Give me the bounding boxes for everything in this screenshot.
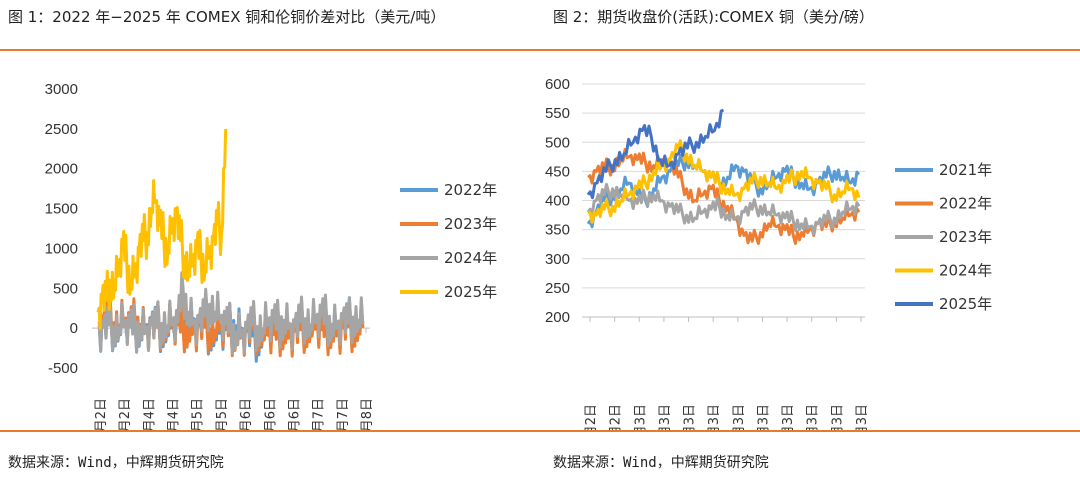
chart2-legend-label: 2022年 — [939, 195, 992, 213]
chart2-title: 图 2：期货收盘价(活跃):COMEX 铜（美分/磅） — [553, 8, 874, 26]
chart1-x-tick-label: 3月4日 — [142, 398, 157, 430]
chart2-x-tick-label: 8月3日 — [756, 404, 771, 430]
chart2-y-tick-label: 500 — [545, 134, 570, 151]
chart1-y-tick-label: 500 — [53, 280, 78, 297]
chart2-legend-label: 2025年 — [939, 295, 992, 313]
chart1-x-tick-label: 2月2日 — [118, 398, 133, 430]
chart2-x-tick-label: 1月2日 — [584, 404, 599, 430]
chart1-series-2024年 — [97, 271, 365, 355]
chart2-y-tick-label: 300 — [545, 251, 570, 268]
chart2-x-tick-label: 6月3日 — [707, 404, 722, 430]
chart1-legend-label: 2025年 — [444, 283, 497, 301]
chart2-y-tick-label: 550 — [545, 105, 570, 122]
chart2-comex-close: 600 550 500 450 400 350 300 250 200 1月2日 2月2日 3月3日 4… — [545, 76, 992, 430]
chart1-x-tick-label: 11月7日 — [336, 398, 351, 430]
chart2-y-tick-label: 350 — [545, 222, 570, 239]
chart1-title: 图 1：2022 年−2025 年 COMEX 铜和伦铜价差对比（美元/吨） — [8, 8, 446, 26]
chart2-x-tick-label: 5月3日 — [683, 404, 698, 430]
chart1-x-tick-label: 10月7日 — [312, 398, 327, 430]
chart2-series-2024年 — [587, 139, 861, 224]
chart1-x-tick-label: 6月5日 — [215, 398, 230, 430]
chart1-x-tick-label: 7月6日 — [239, 398, 254, 430]
chart2-y-tick-label: 600 — [545, 76, 570, 93]
chart1-legend-label: 2022年 — [444, 181, 497, 199]
chart2-y-tick-label: 450 — [545, 163, 570, 180]
chart2-legend-label: 2021年 — [939, 161, 992, 179]
chart1-x-tick-label: 4月4日 — [167, 398, 182, 430]
chart1-legend-label: 2024年 — [444, 249, 497, 267]
chart2-x-tick-label: 2月2日 — [609, 404, 624, 430]
chart1-x-tick-label: 1月2日 — [94, 398, 109, 430]
chart1-y-tick-label: -500 — [48, 360, 78, 377]
chart2-x-tick-label: 10月3日 — [806, 404, 821, 430]
chart1-x-tick-label: 8月6日 — [263, 398, 278, 430]
chart2-x-tick-label: 3月3日 — [633, 404, 648, 430]
chart2-y-tick-label: 400 — [545, 193, 570, 210]
chart1-y-tick-label: 1000 — [45, 240, 78, 257]
chart2-legend-label: 2023年 — [939, 228, 992, 246]
chart2-x-tick-label: 7月3日 — [732, 404, 747, 430]
chart1-y-tick-label: 2500 — [45, 121, 78, 138]
chart1-x-tick-label: 9月6日 — [287, 398, 302, 430]
chart2-x-tick-label: 11月3日 — [830, 404, 845, 430]
chart1-y-tick-label: 0 — [70, 320, 78, 337]
chart2-y-tick-label: 200 — [545, 309, 570, 326]
chart1-x-tick-label: 5月5日 — [191, 398, 206, 430]
chart1-series-2025年 — [96, 128, 228, 330]
chart1-source: 数据来源：Wind，中辉期货研究院 — [8, 455, 224, 471]
chart1-legend-label: 2023年 — [444, 215, 497, 233]
chart1-x-tick-label: 12月8日 — [360, 398, 375, 430]
chart1-y-tick-label: 3000 — [45, 81, 78, 98]
chart2-source: 数据来源：Wind，中辉期货研究院 — [553, 455, 769, 471]
bottom-divider — [0, 430, 1080, 432]
chart2-series-2023年 — [586, 182, 861, 236]
chart1-y-tick-label: 2000 — [45, 161, 78, 178]
chart2-series-2025年 — [586, 108, 724, 200]
chart2-x-tick-label: 4月3日 — [658, 404, 673, 430]
chart1-spread: 3000 2500 2000 1500 1000 500 0 -500 1月2日 2月2日 3月4日… — [45, 81, 498, 430]
chart1-y-tick-label: 1500 — [45, 201, 78, 218]
chart2-legend-label: 2024年 — [939, 262, 992, 280]
chart2-x-tick-label: 12月3日 — [855, 404, 870, 430]
top-divider — [0, 49, 1080, 51]
chart2-x-tick-label: 9月3日 — [781, 404, 796, 430]
chart2-y-tick-label: 250 — [545, 280, 570, 297]
